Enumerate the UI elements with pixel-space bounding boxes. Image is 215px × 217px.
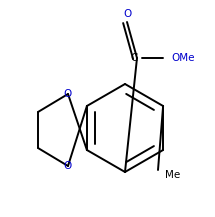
Text: Me: Me	[165, 170, 181, 180]
Text: OMe: OMe	[171, 53, 195, 63]
Text: C: C	[130, 53, 138, 63]
Text: O: O	[64, 161, 72, 171]
Text: O: O	[123, 9, 131, 19]
Text: O: O	[64, 89, 72, 99]
